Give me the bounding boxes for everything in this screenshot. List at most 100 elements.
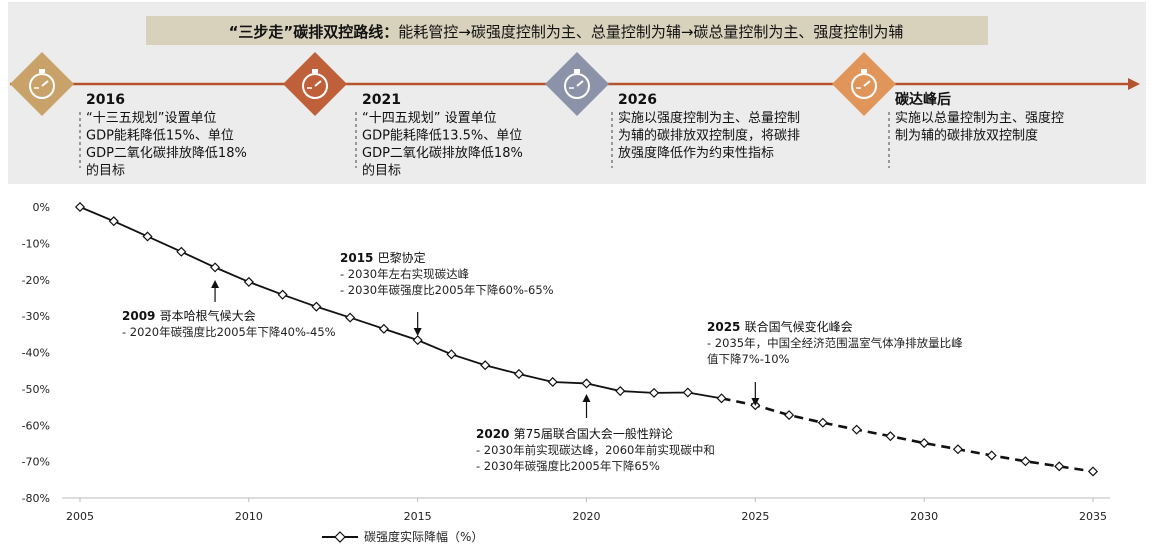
legend-diamond-marker-icon xyxy=(334,531,346,543)
x-tick-label: 2025 xyxy=(741,510,769,523)
data-point-2015 xyxy=(412,335,423,346)
annotation-title: 2020 第75届联合国大会一般性辩论 xyxy=(476,426,673,441)
y-tick-label: -40% xyxy=(22,347,50,360)
y-tick-label: 0% xyxy=(33,201,50,214)
data-point-2009 xyxy=(210,262,221,273)
milestone-diamond xyxy=(10,52,74,116)
stopwatch-hand xyxy=(314,80,322,87)
annotation-year: 2009 xyxy=(122,309,155,323)
data-point-2011 xyxy=(277,289,288,300)
milestone-text-line: GDP能耗降低13.5%、单位 xyxy=(362,129,522,144)
annotation-title: 2015 巴黎协定 xyxy=(340,250,426,265)
y-tick-label: -60% xyxy=(22,419,50,432)
data-point-2035 xyxy=(1087,466,1099,477)
annotation-year: 2015 xyxy=(340,251,373,265)
data-point-2020 xyxy=(581,378,592,389)
banner-title: “三步走”碳排双控路线：能耗管控→碳强度控制为主、总量控制为辅→碳总量控制为主、… xyxy=(229,23,904,41)
data-point-2006 xyxy=(108,216,119,227)
annotation-line: - 2030年左右实现碳达峰 xyxy=(340,267,470,281)
milestone-text-line: GDP二氧化碳排放降低18% xyxy=(362,146,523,161)
series-line-projection xyxy=(721,397,1094,473)
stopwatch-crown xyxy=(861,69,867,73)
series-line-actual xyxy=(79,206,722,400)
milestone-text-line: 的目标 xyxy=(362,163,401,179)
annotation-year: 2020 xyxy=(476,427,509,441)
x-axis: 2005 2010 2015 2020 2025 2030 2035 xyxy=(66,498,1107,523)
stopwatch-icon xyxy=(564,69,590,99)
data-point-2030 xyxy=(919,438,930,449)
milestone-1: 2016 “十三五规划”设置单位 GDP能耗降低15%、单位 GDP二氧化碳排放降低1… xyxy=(10,52,247,179)
stopwatch-crown xyxy=(312,69,318,73)
milestone-diamond xyxy=(283,52,347,116)
arrow-up-icon xyxy=(211,280,220,288)
milestone-text-line: 实施以强度控制为主、总量控制 xyxy=(618,110,800,126)
milestone-text-line: 的目标 xyxy=(86,163,125,179)
stopwatch-crown xyxy=(39,69,45,73)
x-tick-label: 2010 xyxy=(235,510,263,523)
legend-label: 碳强度实际降幅（%） xyxy=(364,529,483,544)
series-layer xyxy=(74,201,1099,477)
milestone-text-line: GDP能耗降低15%、单位 xyxy=(86,129,234,144)
data-point-2027 xyxy=(817,417,828,428)
data-point-2031 xyxy=(952,444,963,455)
milestone-text-line: 制为辅的碳排放双控制度 xyxy=(895,128,1038,144)
annotation-line: - 2030年碳强度比2005年下降60%-65% xyxy=(340,283,554,297)
y-axis: 0% -10% -20% -30% -40% -50% -60% -70% -80% xyxy=(22,201,50,505)
arrow-down-icon xyxy=(751,398,760,406)
x-tick-label: 2020 xyxy=(573,510,601,523)
stopwatch-face xyxy=(851,73,877,99)
milestone-text-line: “十三五规划”设置单位 xyxy=(86,111,216,126)
stopwatch-hand xyxy=(863,80,871,87)
stopwatch-face xyxy=(29,73,55,99)
stopwatch-face xyxy=(302,73,328,99)
data-point-2022 xyxy=(648,387,660,398)
x-tick-label: 2015 xyxy=(404,510,432,523)
stopwatch-icon xyxy=(29,69,55,99)
data-point-2019 xyxy=(547,376,558,388)
annotation-line: - 2035年，中国全经济范围温室气体净排放量比峰 xyxy=(707,336,963,350)
milestone-year: 2016 xyxy=(86,92,125,108)
data-point-2013 xyxy=(345,312,356,323)
data-point-2029 xyxy=(885,431,896,442)
y-tick-label: -50% xyxy=(22,383,50,396)
annotation-title: 2009 哥本哈根气候大会 xyxy=(122,308,256,323)
data-point-2034 xyxy=(1054,461,1065,472)
milestone-diamond xyxy=(545,52,609,116)
data-point-2024 xyxy=(716,393,727,404)
milestone-text-line: 实施以总量控制为主、强度控 xyxy=(895,110,1064,126)
data-point-2028 xyxy=(851,424,862,435)
milestone-text-line: 放强度降低作为约束性指标 xyxy=(618,145,774,161)
data-point-2021 xyxy=(615,386,626,397)
data-point-2007 xyxy=(142,231,153,242)
annotation-line: - 2030年碳强度比2005年下降65% xyxy=(476,459,660,473)
arrow-down-icon xyxy=(413,328,422,336)
annotation-event: 第75届联合国大会一般性辩论 xyxy=(514,426,673,441)
y-tick-label: -20% xyxy=(22,274,50,287)
data-point-2033 xyxy=(1020,456,1031,467)
data-point-2005 xyxy=(74,201,86,213)
milestone-2: 2021 “十四五规划” 设置单位 GDP能耗降低13.5%、单位 GDP二氧化碳排放… xyxy=(283,52,523,179)
x-tick-label: 2035 xyxy=(1079,510,1107,523)
data-point-2012 xyxy=(311,301,322,312)
x-tick-label: 2030 xyxy=(910,510,938,523)
arrow-up-icon xyxy=(582,394,591,402)
annotation-event: 巴黎协定 xyxy=(378,250,426,265)
milestone-year: 碳达峰后 xyxy=(895,91,951,108)
timeline-section: “三步走”碳排双控路线：能耗管控→碳强度控制为主、总量控制为辅→碳总量控制为主、… xyxy=(8,2,1146,184)
timeline-arrowhead xyxy=(1128,78,1140,90)
data-point-2017 xyxy=(480,360,491,371)
banner-title-bold: “三步走”碳排双控路线： xyxy=(229,23,399,41)
stopwatch-hand xyxy=(576,80,584,87)
y-tick-label: -10% xyxy=(22,237,50,250)
banner-background xyxy=(146,16,988,45)
annotation-event: 哥本哈根气候大会 xyxy=(160,308,256,323)
milestone-diamond xyxy=(832,52,896,116)
data-point-2008 xyxy=(176,246,187,257)
banner-title-rest: 能耗管控→碳强度控制为主、总量控制为辅→碳总量控制为主、强度控制为辅 xyxy=(398,23,903,41)
y-tick-label: -70% xyxy=(22,456,50,469)
milestone-text-line: 为辅的碳排放双控制度，将碳排 xyxy=(618,128,800,144)
data-point-2016 xyxy=(446,349,457,360)
data-point-2014 xyxy=(378,323,389,334)
